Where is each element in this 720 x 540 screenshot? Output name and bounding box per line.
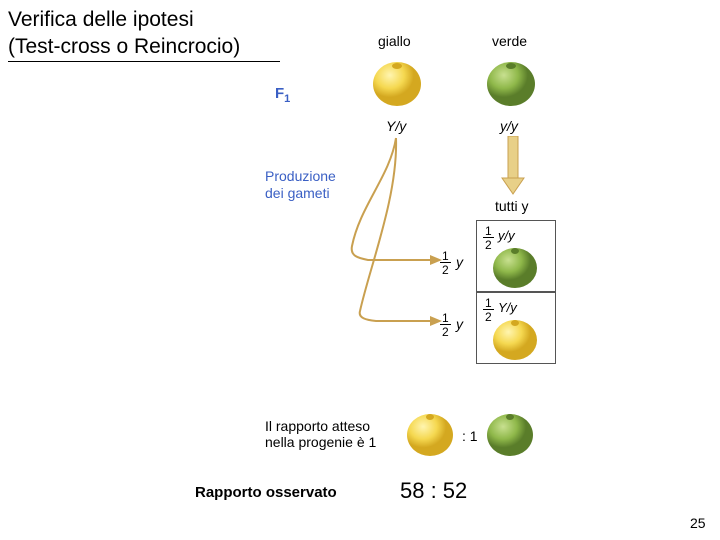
genotype-yellow: Y/y [386,118,406,134]
rapporto-atteso-label: Il rapporto atteso nella progenie è 1 [265,418,376,450]
ratio-observed: 58 : 52 [400,478,467,504]
f1-label: F1 [275,85,290,105]
title-underline [8,61,280,62]
col-label-verde: verde [492,33,527,49]
box-geno-upper: y/y [498,228,515,243]
ratio-colon: : 1 [462,428,478,444]
genotype-green: y/y [500,118,518,134]
pea-green-f1 [484,58,538,108]
rapporto-osservato-label: Rapporto osservato [195,484,337,501]
title-line2: (Test-cross o Reincrocio) [8,35,240,58]
col-label-giallo: giallo [378,33,411,49]
y-lower-label: y [456,316,463,332]
page-number: 25 [690,515,706,531]
pea-green-box [490,244,540,290]
produzione-label: Produzione dei gameti [265,168,336,202]
pea-yellow-bottom [404,410,456,458]
box-geno-lower: Y/y [498,300,517,315]
page-title: Verifica delle ipotesi (Test-cross o Rei… [8,6,240,61]
title-line1: Verifica delle ipotesi [8,8,194,31]
frac-half-lower: 1 2 [440,312,451,338]
frac-half-upper: 1 2 [440,250,451,276]
tutti-y-label: tutti y [495,198,528,214]
pea-yellow-f1 [370,58,424,108]
pea-yellow-box [490,316,540,362]
y-upper: y [456,254,463,270]
pea-green-bottom [484,410,536,458]
arrow-green-gamete [498,136,528,196]
split-arrows-yellow [340,136,460,336]
